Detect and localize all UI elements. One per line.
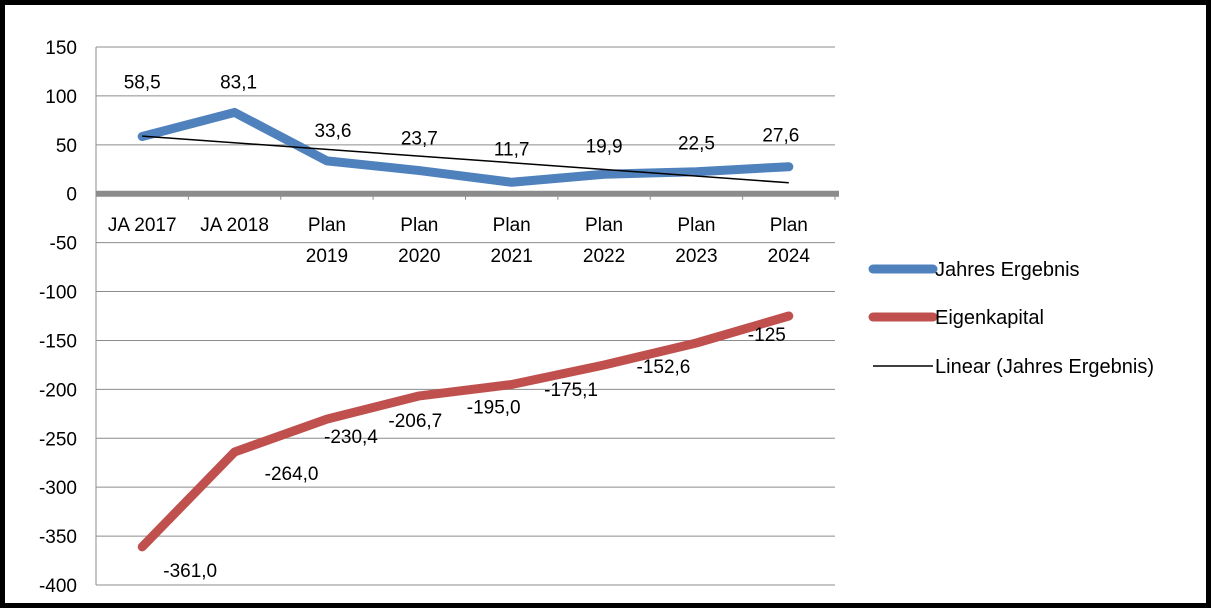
data-label: 23,7: [401, 129, 438, 150]
y-tick-label: -100: [39, 283, 77, 304]
data-label: 11,7: [494, 139, 530, 160]
data-label: -175,1: [544, 380, 598, 401]
legend-label: Jahres Ergebnis: [935, 259, 1080, 281]
x-tick-label: 2024: [768, 246, 811, 267]
y-tick-label: 0: [66, 185, 77, 206]
data-label: -195,0: [467, 397, 521, 418]
x-tick-label: Plan: [400, 215, 438, 236]
data-label: 19,9: [586, 136, 623, 157]
data-label: -152,6: [637, 357, 691, 378]
data-label: -361,0: [163, 561, 217, 582]
data-label: -206,7: [388, 411, 442, 432]
series-line-eigenkapital: [142, 316, 789, 547]
y-tick-label: -200: [39, 380, 77, 401]
x-tick-label: 2020: [398, 246, 440, 267]
line-chart: 150 100 50 0 -50 -100 -150 -200 -250 -300 -350 -400…: [5, 5, 1211, 613]
x-tick-label: 2023: [675, 246, 717, 267]
y-tick-label: -400: [39, 576, 77, 597]
data-label: 27,6: [762, 126, 799, 147]
x-tick-label: JA 2018: [200, 215, 269, 236]
data-label: 22,5: [678, 134, 715, 155]
y-tick-label: -50: [50, 234, 77, 255]
data-label: -264,0: [265, 464, 319, 485]
y-tick-label: -250: [39, 429, 77, 450]
x-tick-label: 2022: [583, 246, 625, 267]
y-tick-label: 50: [56, 136, 77, 157]
data-label: 58,5: [124, 73, 161, 94]
x-tick-label: JA 2017: [108, 215, 177, 236]
x-tick-label: 2021: [491, 246, 533, 267]
legend-label: Eigenkapital: [935, 307, 1044, 329]
data-label: -230,4: [324, 427, 378, 448]
legend-label: Linear (Jahres Ergebnis): [935, 356, 1154, 378]
x-tick-label: Plan: [585, 215, 623, 236]
y-tick-label: 150: [45, 38, 77, 59]
x-tick-label: Plan: [308, 215, 346, 236]
x-tick-label: Plan: [770, 215, 808, 236]
x-tick-label: Plan: [493, 215, 531, 236]
y-tick-label: -350: [39, 527, 77, 548]
x-tick-label: Plan: [677, 215, 715, 236]
y-tick-label: -300: [39, 478, 77, 499]
y-tick-label: 100: [45, 87, 77, 108]
data-label: 83,1: [220, 72, 257, 93]
data-label: 33,6: [314, 121, 351, 142]
x-tick-label: 2019: [306, 246, 348, 267]
data-label: -125: [748, 325, 786, 346]
y-tick-label: -150: [39, 331, 77, 352]
